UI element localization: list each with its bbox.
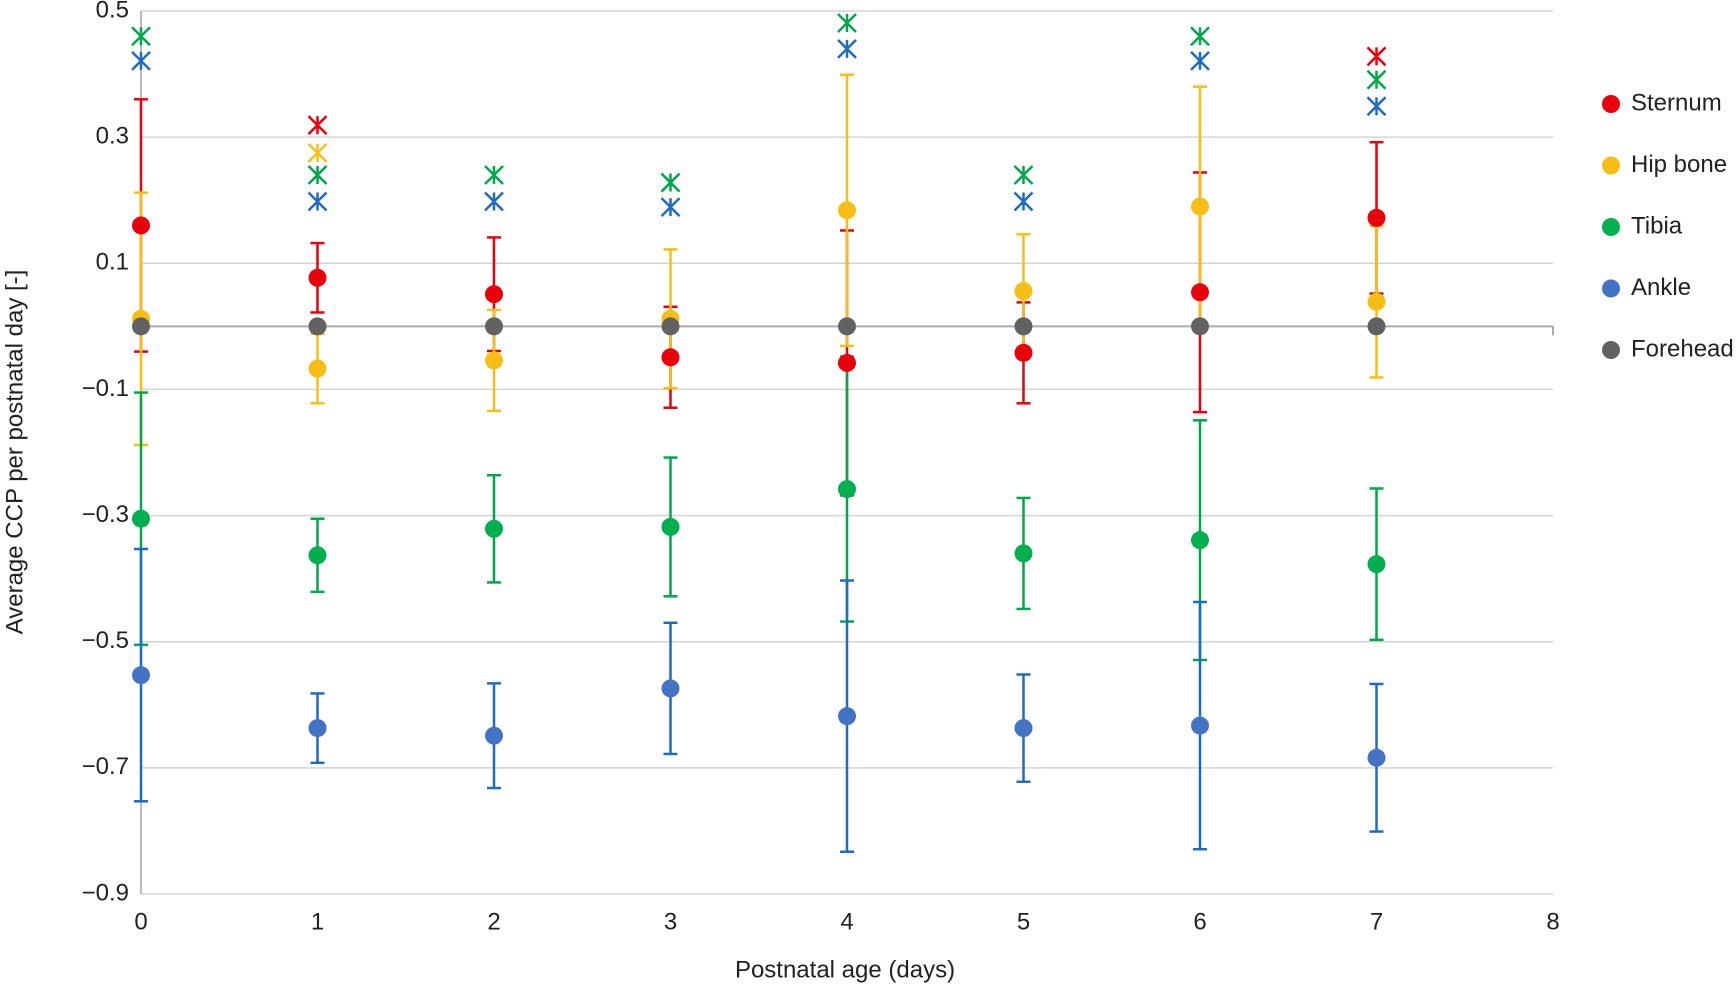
- point: [132, 216, 150, 235]
- point: [1191, 716, 1209, 735]
- significance-marker: [307, 165, 328, 185]
- x-axis-label: Postnatal age (days): [735, 956, 955, 983]
- y-tick-label: −0.9: [82, 879, 129, 906]
- legend-swatch: [1602, 218, 1620, 236]
- significance-marker: [1366, 46, 1387, 67]
- legend-swatch: [1602, 279, 1620, 298]
- point: [308, 359, 327, 378]
- legend-swatch: [1602, 156, 1620, 175]
- point: [838, 201, 856, 220]
- point: [661, 517, 680, 536]
- y-tick-label: −0.7: [82, 753, 129, 780]
- significance-marker: [307, 115, 328, 136]
- point: [1191, 531, 1209, 550]
- point: [1014, 719, 1033, 738]
- significance-marker: [1366, 69, 1387, 90]
- point: [485, 317, 503, 336]
- point: [1367, 208, 1386, 227]
- point: [1014, 317, 1033, 336]
- legend-label: Tibia: [1631, 212, 1683, 239]
- point: [1191, 197, 1209, 216]
- point: [1367, 317, 1386, 336]
- point: [1367, 748, 1386, 767]
- legend-swatch: [1602, 341, 1620, 359]
- x-tick-label: 3: [664, 908, 677, 935]
- significance-marker: [307, 191, 328, 212]
- point: [485, 351, 503, 370]
- y-tick-label: −0.5: [82, 627, 129, 654]
- point: [1014, 282, 1033, 301]
- point: [308, 546, 327, 565]
- significance-marker: [1366, 96, 1387, 117]
- point: [661, 679, 680, 698]
- x-tick-label: 8: [1546, 908, 1559, 935]
- point: [132, 666, 150, 685]
- significance-marker: [1190, 50, 1210, 71]
- significance-marker: [484, 165, 504, 185]
- x-tick-label: 6: [1193, 908, 1206, 935]
- significance-marker: [484, 191, 504, 212]
- legend-label: Forehead: [1631, 335, 1734, 362]
- point: [308, 268, 327, 287]
- significance-marker: [837, 38, 857, 59]
- point: [1367, 292, 1386, 311]
- point: [485, 726, 503, 745]
- x-tick-label: 1: [311, 908, 324, 935]
- point: [838, 317, 856, 336]
- x-tick-label: 5: [1017, 908, 1030, 935]
- point: [838, 353, 856, 372]
- y-tick-label: 0.3: [96, 122, 129, 149]
- legend-label: Sternum: [1631, 89, 1722, 116]
- point: [132, 509, 150, 528]
- legend-label: Ankle: [1631, 274, 1691, 301]
- significance-marker: [1013, 191, 1034, 212]
- significance-marker: [1190, 26, 1210, 47]
- point: [661, 348, 680, 367]
- significance-marker: [1013, 165, 1034, 185]
- point: [1014, 544, 1033, 563]
- significance-marker: [660, 197, 681, 218]
- significance-marker: [837, 13, 857, 33]
- y-tick-label: −0.1: [82, 375, 129, 402]
- significance-marker: [131, 50, 151, 71]
- legend-swatch: [1602, 95, 1620, 113]
- point: [1191, 283, 1209, 302]
- point: [132, 317, 150, 336]
- point: [838, 707, 856, 726]
- point: [308, 317, 327, 336]
- legend-label: Hip bone: [1631, 151, 1727, 178]
- y-tick-label: −0.3: [82, 501, 129, 528]
- point: [1014, 343, 1033, 362]
- y-tick-label: 0.5: [96, 0, 129, 23]
- point: [661, 317, 680, 336]
- point: [308, 719, 327, 738]
- significance-marker: [660, 172, 681, 193]
- y-axis-label: Average CCP per postnatal day [-]: [1, 270, 28, 635]
- significance-marker: [131, 26, 151, 47]
- significance-marker: [307, 143, 328, 163]
- x-tick-label: 0: [134, 908, 147, 935]
- point: [485, 285, 503, 304]
- x-tick-label: 7: [1370, 908, 1383, 935]
- point: [485, 519, 503, 538]
- x-tick-label: 4: [840, 908, 853, 935]
- point: [1191, 317, 1209, 336]
- point: [838, 480, 856, 499]
- y-tick-label: 0.1: [96, 249, 129, 276]
- x-tick-label: 2: [487, 908, 500, 935]
- point: [1367, 555, 1386, 574]
